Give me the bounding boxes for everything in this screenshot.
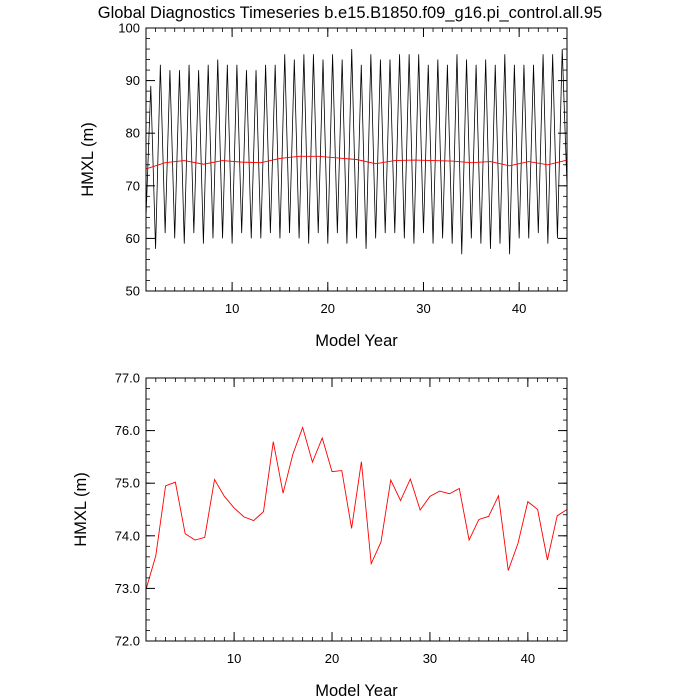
x-tick-label: 30	[423, 651, 437, 666]
y-axis-label: HMXL (m)	[79, 122, 97, 197]
x-tick-label: 10	[225, 301, 239, 316]
y-tick-label: 72.0	[115, 634, 140, 649]
y-tick-label: 77.0	[115, 371, 140, 386]
y-tick-label: 80	[126, 126, 140, 141]
y-tick-label: 60	[126, 231, 140, 246]
x-tick-label: 40	[521, 651, 535, 666]
y-axis-label: HMXL (m)	[72, 472, 90, 547]
x-tick-label: 10	[227, 651, 241, 666]
x-tick-label: 40	[512, 301, 526, 316]
bottom-panel: 10 20 30 40 72.0 73.0 74.0 75.0 76.0 77.0 Model Ye…	[72, 371, 568, 700]
y-tick-label: 73.0	[115, 581, 140, 596]
x-axis-label: Model Year	[315, 682, 398, 700]
chart-title: Global Diagnostics Timeseries b.e15.B185…	[98, 4, 602, 22]
plot-frame	[145, 377, 568, 642]
x-tick-label: 30	[416, 301, 430, 316]
y-tick-label: 90	[126, 73, 140, 88]
series-line-1	[145, 155, 568, 170]
x-tick-label: 20	[325, 651, 339, 666]
series-line-0	[145, 425, 568, 590]
top-panel: 10 20 30 40 50 60 70 80 90 100 Model Year HMXL (m)	[79, 21, 568, 350]
y-tick-label: 74.0	[115, 528, 140, 543]
y-tick-label: 50	[126, 284, 140, 299]
x-tick-label: 20	[321, 301, 335, 316]
x-axis-label: Model Year	[315, 332, 398, 350]
y-tick-label: 75.0	[115, 476, 140, 491]
y-tick-label: 100	[118, 21, 140, 36]
y-tick-label: 76.0	[115, 423, 140, 438]
y-tick-label: 70	[126, 178, 140, 193]
series-line-0	[145, 49, 568, 255]
